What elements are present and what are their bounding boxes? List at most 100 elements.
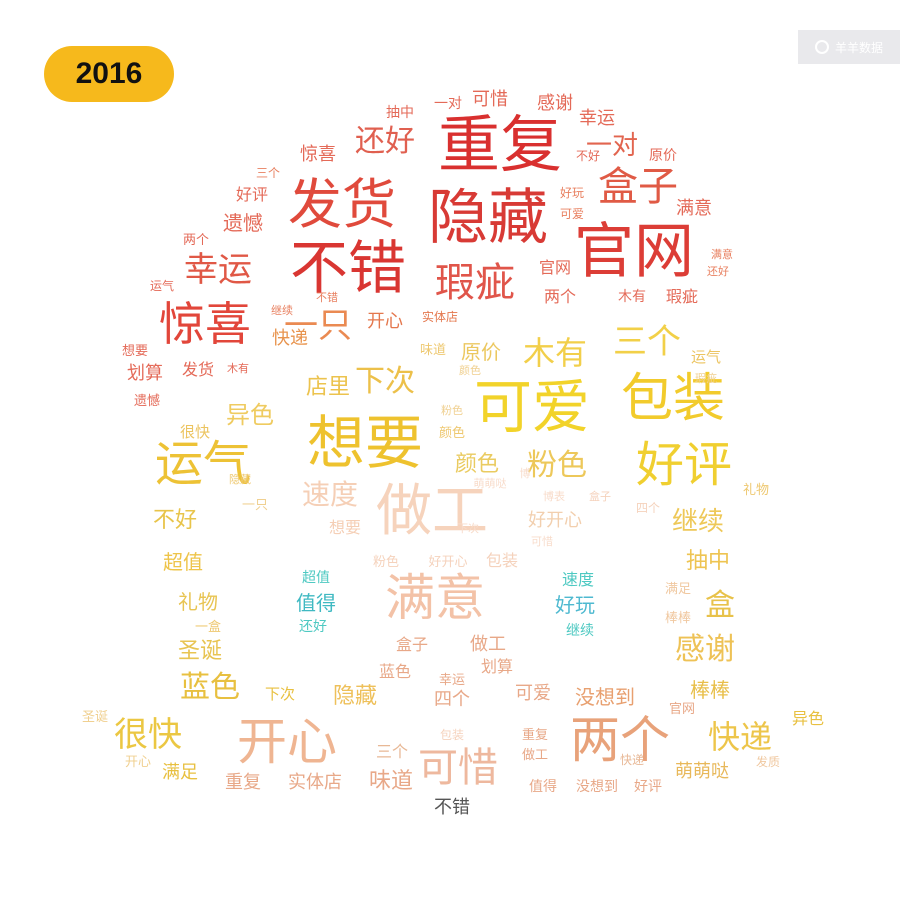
cloud-word: 重复: [225, 772, 261, 793]
cloud-word: 棒棒: [665, 610, 692, 626]
cloud-word: 超值: [163, 550, 203, 574]
cloud-word: 满意: [711, 247, 733, 261]
cloud-word: 颜色: [459, 363, 481, 377]
cloud-word: 颜色: [439, 425, 466, 441]
cloud-word: 实体店: [288, 772, 342, 793]
cloud-word: 圣诞: [82, 709, 109, 725]
cloud-word: 速度: [302, 478, 359, 511]
cloud-word: 包装: [486, 551, 519, 570]
cloud-word: 博: [519, 466, 531, 480]
cloud-word: 惊喜: [159, 297, 251, 351]
cloud-word: 开心: [367, 311, 403, 332]
cloud-word: 不好: [153, 508, 198, 533]
cloud-word: 好评: [634, 779, 662, 795]
cloud-word: 继续: [271, 303, 293, 317]
cloud-word: 萌萌哒: [473, 476, 507, 490]
cloud-word: 异色: [226, 401, 274, 429]
cloud-word: 可惜: [531, 534, 553, 548]
cloud-word: 可爱: [560, 207, 585, 221]
cloud-word: 开心: [237, 713, 337, 771]
cloud-word: 两个: [544, 287, 577, 306]
cloud-word: 划算: [481, 657, 514, 676]
cloud-word: 运气: [155, 436, 252, 492]
cloud-word: 三个: [613, 322, 681, 362]
cloud-word: 一对: [586, 131, 639, 161]
cloud-word: 做工: [470, 634, 506, 655]
cloud-word: 想要: [307, 409, 424, 477]
cloud-word: 做工: [376, 479, 488, 544]
cloud-word: 实体店: [422, 310, 459, 324]
cloud-word: 一只: [284, 306, 352, 346]
cloud-word: 味道: [369, 769, 414, 794]
cloud-word: 快递: [272, 328, 308, 349]
cloud-word: 遗憾: [223, 211, 263, 235]
cloud-word: 两个: [183, 232, 210, 248]
cloud-word: 礼物: [743, 482, 770, 498]
cloud-word: 盒: [705, 588, 735, 623]
cloud-word: 还好: [707, 264, 729, 278]
cloud-word: 隐藏: [333, 684, 378, 709]
cloud-word: 不错: [434, 797, 470, 818]
cloud-word: 很快: [114, 715, 182, 755]
cloud-word: 可爱: [474, 373, 591, 441]
cloud-word: 重复: [438, 108, 563, 181]
cloud-word: 棒棒: [690, 678, 730, 702]
cloud-word: 官网: [539, 258, 572, 277]
cloud-word: 盒子: [589, 489, 611, 503]
cloud-word: 盒子: [598, 164, 678, 210]
cloud-word: 下次: [355, 364, 415, 399]
cloud-word: 想要: [329, 518, 362, 537]
cloud-word: 可惜: [472, 89, 508, 110]
cloud-word: 还好: [299, 619, 327, 635]
cloud-word: 继续: [566, 623, 594, 639]
logo-icon: [814, 40, 829, 54]
cloud-word: 店里: [306, 375, 351, 400]
cloud-word: 不错: [316, 290, 338, 304]
cloud-word: 速度: [562, 570, 595, 589]
cloud-word: 满意: [385, 569, 485, 627]
cloud-word: 官网: [669, 701, 696, 717]
cloud-word: 不错: [290, 234, 407, 302]
cloud-word: 不好: [576, 149, 601, 163]
cloud-word: 运气: [150, 279, 175, 293]
cloud-word: 木有: [227, 361, 249, 375]
cloud-word: 惊喜: [300, 144, 336, 165]
cloud-word: 盒子: [396, 635, 429, 654]
cloud-word: 博表: [543, 489, 565, 503]
cloud-word: 下次: [265, 684, 296, 703]
cloud-word: 好开心: [528, 510, 582, 531]
cloud-word: 包装: [440, 728, 465, 742]
cloud-word: 可惜: [418, 745, 498, 791]
cloud-word: 好评: [636, 437, 733, 493]
cloud-word: 一只: [242, 497, 269, 513]
cloud-word: 木有: [618, 289, 646, 305]
cloud-word: 想要: [122, 343, 149, 359]
cloud-word: 没想到: [575, 685, 635, 709]
cloud-word: 味道: [420, 342, 447, 358]
cloud-word: 原价: [461, 340, 501, 364]
cloud-word: 发货: [182, 360, 215, 379]
cloud-word: 满足: [665, 581, 692, 597]
cloud-word: 好玩: [560, 186, 585, 200]
cloud-word: 粉色: [441, 403, 463, 417]
watermark: 羊羊数据: [798, 30, 900, 64]
cloud-word: 一对: [434, 96, 462, 112]
year-badge: 2016: [44, 46, 174, 102]
cloud-word: 隐藏: [428, 183, 548, 253]
cloud-word: 幸运: [579, 108, 615, 129]
cloud-word: 好玩: [555, 593, 595, 617]
cloud-word: 快递: [708, 718, 773, 756]
cloud-word: 圣诞: [178, 639, 223, 664]
cloud-word: 划算: [127, 363, 163, 384]
cloud-word: 快递: [620, 753, 645, 767]
cloud-word: 幸运: [439, 672, 466, 688]
cloud-word: 原价: [649, 148, 677, 164]
cloud-word: 做工: [522, 747, 549, 763]
cloud-word: 萌萌哒: [675, 761, 729, 782]
cloud-word: 异色: [792, 709, 825, 728]
cloud-word: 礼物: [178, 590, 218, 614]
cloud-word: 包装: [621, 369, 726, 429]
cloud-word: 两个: [570, 711, 670, 769]
cloud-word: 可爱: [515, 683, 551, 704]
